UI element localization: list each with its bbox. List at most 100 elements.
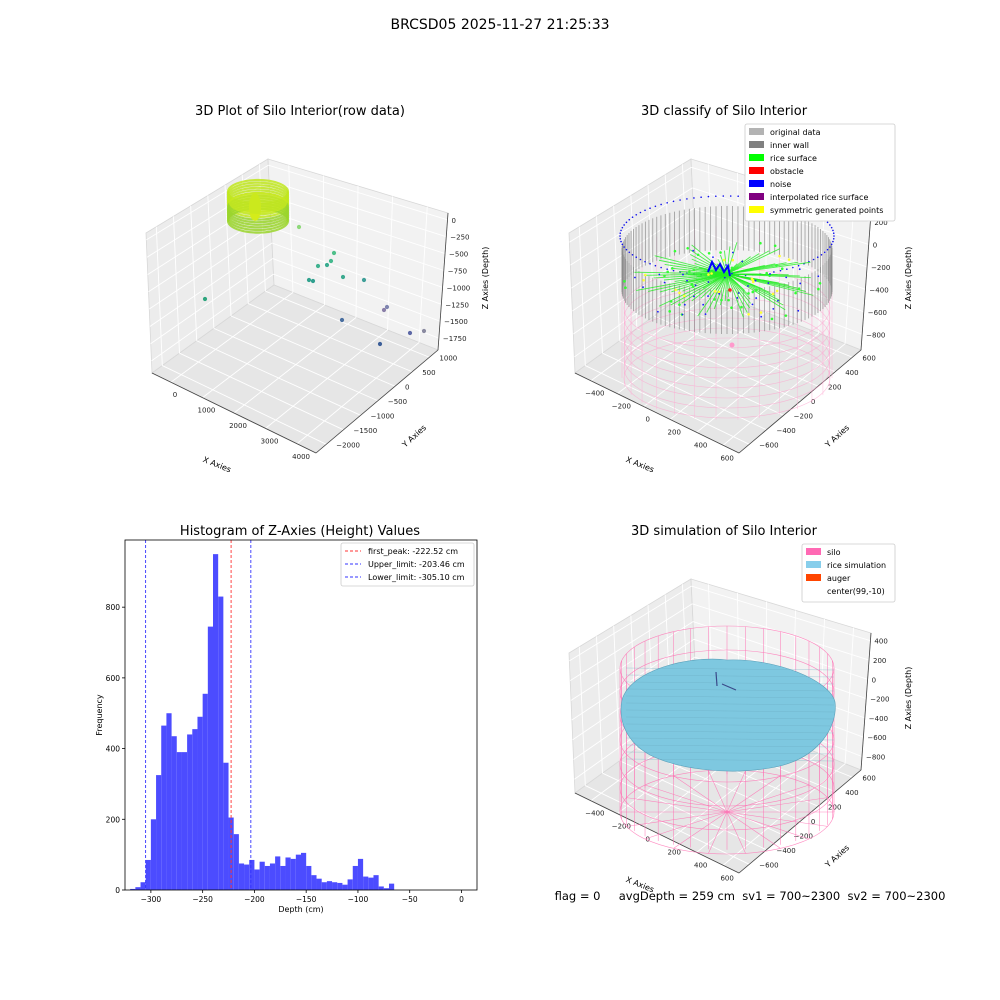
plot2-noise-point	[755, 297, 758, 299]
plot2-noise-point	[707, 281, 710, 283]
plot4-silo-floor-line	[626, 797, 728, 813]
histogram-bar	[202, 693, 208, 890]
plot2-noise-point	[631, 216, 634, 219]
histogram-legend-label: first_peak: -222.52 cm	[368, 547, 458, 556]
plot2-grid-x	[844, 207, 855, 344]
figure-title: BRCSD05 2025-11-27 21:25:33	[390, 17, 610, 33]
plot1-ztick-label: −1500	[444, 318, 468, 326]
plot2-noise-point	[722, 195, 725, 197]
plot2-xtick-label: −400	[585, 390, 604, 398]
plot1-ztick-label: −1000	[447, 284, 471, 292]
plot2-rice-point	[794, 291, 797, 295]
plot4-silo-floor-line	[644, 811, 728, 840]
plot2-noise-point	[820, 253, 823, 256]
plot4-silo-floor-line	[726, 811, 828, 827]
plot2-noise-point	[731, 272, 733, 275]
plot2-rice-point	[775, 264, 778, 267]
plot2-noise-point	[679, 199, 681, 201]
plot2-legend-swatch	[749, 193, 764, 200]
plot1-grid-x	[288, 165, 294, 293]
plot2-noise-point	[623, 246, 625, 248]
plot2-noise-point	[829, 224, 831, 226]
plot1-x-axis-line	[151, 372, 317, 454]
plot1-grid-z	[149, 242, 273, 327]
plot2-noise-point	[634, 276, 636, 279]
plot1-ytick-label: 0	[405, 383, 409, 391]
plot1-raw-point	[340, 274, 346, 280]
plot2-noise-point	[707, 295, 709, 297]
plot2-grid-x	[669, 322, 793, 420]
plot1-grid-z	[269, 195, 446, 255]
plot2-noise-point	[832, 237, 835, 240]
histogram-bar	[269, 863, 276, 890]
plot4-grid-z	[691, 585, 871, 642]
plot1-raw-cluster-fill	[229, 192, 287, 214]
plot2-rice-point	[707, 273, 710, 276]
histogram-legend-label: Lower_limit: -305.10 cm	[368, 573, 465, 582]
plot2-ztick-label: 0	[873, 241, 877, 249]
plot2-noise-point	[644, 209, 646, 212]
histogram-bar	[332, 882, 338, 890]
plot1-raw-point	[381, 307, 387, 313]
plot2-legend-swatch	[749, 180, 764, 187]
plot2-rice-point	[731, 258, 735, 262]
plot1-ztick-label: −750	[448, 268, 467, 276]
plot2-ztick-label: −200	[871, 264, 890, 272]
plot2-noise-point	[656, 310, 659, 313]
plot4-grid-x	[696, 752, 819, 853]
plot2-noise-point	[666, 268, 668, 270]
plot1-grid-z	[149, 227, 272, 310]
plot2-rice-point	[747, 312, 750, 316]
plot4-grid-z	[570, 621, 694, 701]
plot2-noise-point	[785, 276, 788, 279]
plot2-noise-point	[682, 273, 684, 276]
plot2-noise-point	[625, 248, 628, 251]
plot2-noise-point	[830, 226, 833, 229]
plot2-xtick-label: 200	[668, 428, 681, 436]
plot2-rice-surface-line	[691, 273, 728, 302]
plot1-grid-y	[230, 315, 396, 387]
histogram-bar	[311, 875, 317, 890]
plot1-ytick-label: −1500	[353, 427, 377, 435]
plot2-noise-point	[621, 226, 624, 229]
plot4-grid-z	[569, 603, 693, 681]
plot1-grid-x	[265, 329, 388, 429]
plot4-y-axis-line	[738, 769, 862, 874]
plot2-rice-surface-line	[724, 273, 728, 302]
plot2-noise-point	[723, 276, 726, 279]
plot4-ztick-label: 400	[874, 638, 887, 646]
histogram-bar	[233, 834, 239, 890]
plot2-rice-surface-line	[726, 273, 744, 318]
plot2-legend-label: inner wall	[770, 141, 809, 150]
plot4-silo-floor-line	[726, 775, 781, 813]
plot2-noise-point	[639, 211, 642, 214]
plot2-rice-point	[787, 258, 791, 261]
plot2-noise-point	[833, 235, 835, 237]
plot1-grid-z	[273, 273, 440, 339]
plot1-raw-point	[328, 258, 334, 264]
plot4-ytick-label: −200	[794, 832, 813, 840]
plot2-xtick-label: 400	[694, 441, 707, 449]
plot2-rice-point	[692, 268, 696, 271]
plot2-noise-point	[660, 266, 662, 269]
plot1-raw-point	[324, 262, 330, 268]
histogram-bar	[171, 736, 177, 890]
plot2-xlabel: X Axies	[625, 455, 656, 474]
plot1-grid-z	[268, 180, 447, 238]
plot4-xtick-label: 400	[694, 861, 707, 869]
plot2-rice-point	[713, 290, 717, 293]
plot2-noise-point	[729, 195, 732, 197]
plot1-raw-point	[339, 317, 345, 323]
plot2-grid-y	[613, 205, 621, 341]
plot4-ztick-label: 0	[872, 676, 876, 684]
plot2-noise-point	[654, 264, 657, 267]
plot2-bottom-point	[729, 342, 735, 348]
plot4-xtick-label: −200	[612, 823, 631, 831]
plot1-ytick-label: 500	[422, 369, 435, 377]
plot2-rice-point	[720, 298, 723, 302]
plot2-noise-point	[619, 232, 622, 235]
plot4-rice-mesh-line	[625, 695, 835, 699]
histogram-bar	[249, 859, 255, 890]
plot2-noise-point	[683, 303, 686, 306]
plot4-ytick-label: 0	[811, 818, 815, 826]
